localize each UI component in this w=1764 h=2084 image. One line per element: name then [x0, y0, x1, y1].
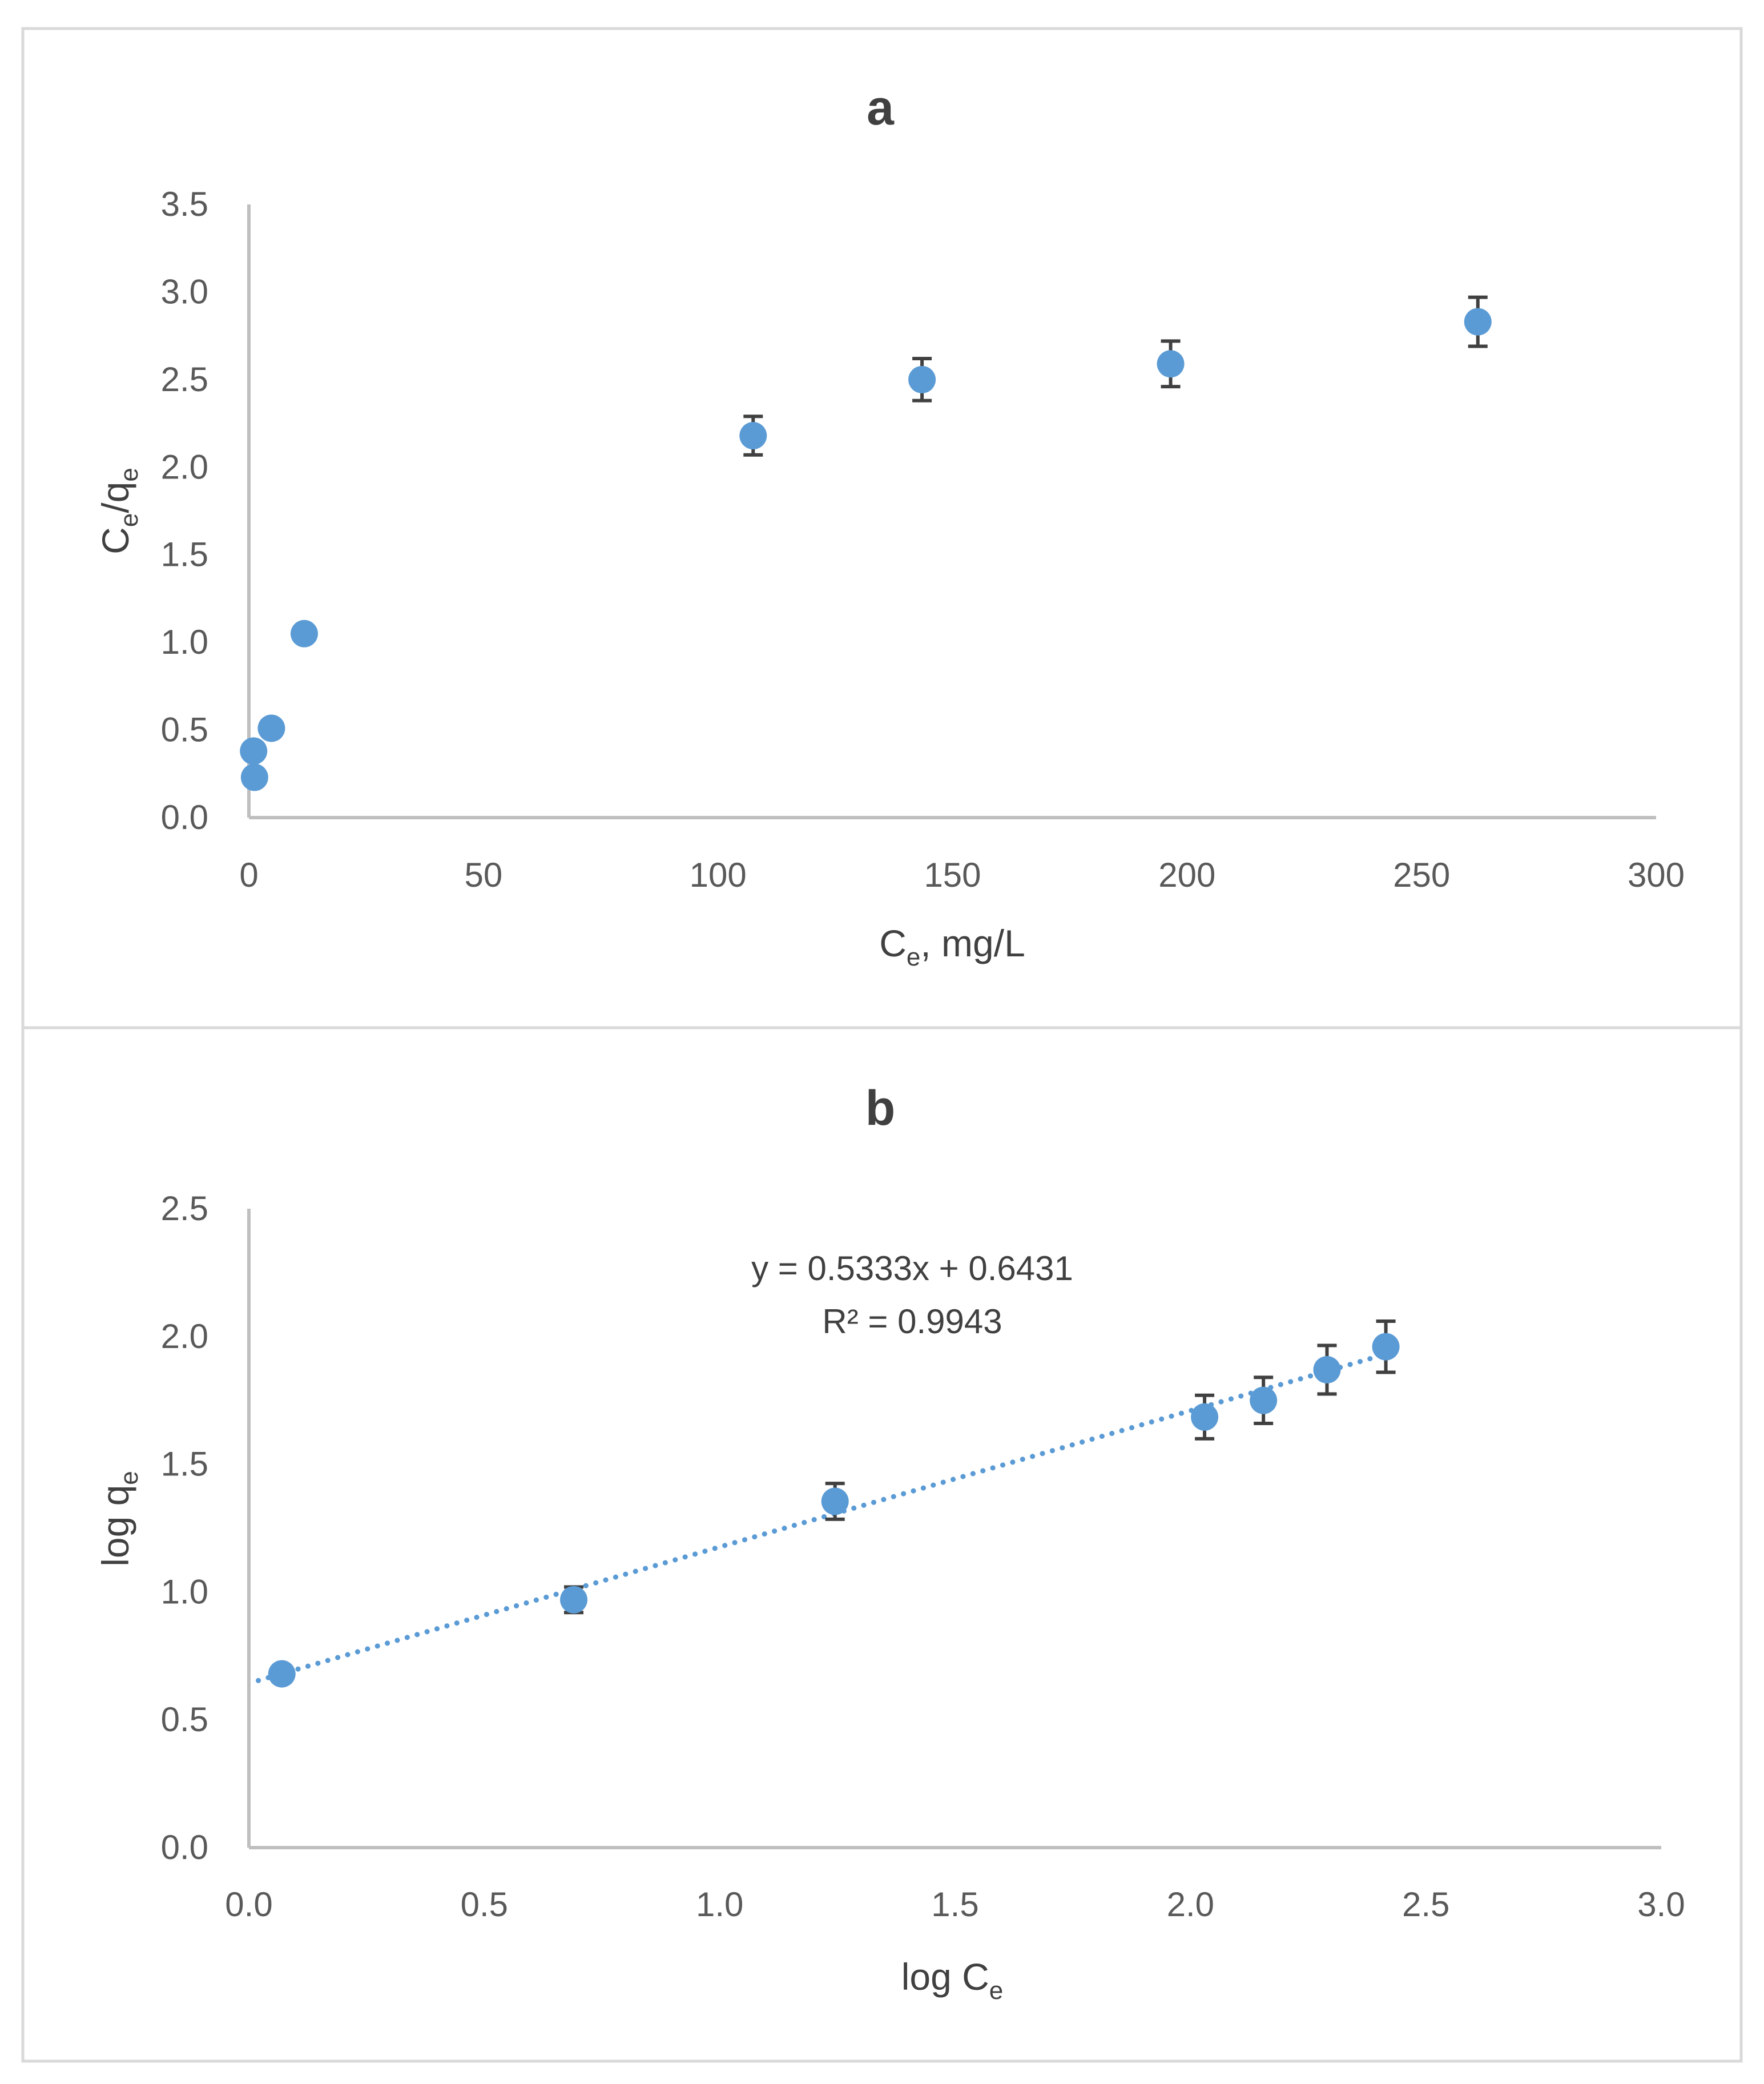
chart-a-y-axis-label: Ce/qe: [94, 468, 143, 554]
data-point: [1372, 1333, 1400, 1361]
chart-a: a 0.0 0.5 1.0 1.5 2.0 2.5 3.0 3.5 0 50 100 150 200 2…: [21, 27, 1743, 1029]
x-tick-label: 50: [464, 856, 502, 894]
data-point: [1191, 1403, 1219, 1431]
chart-b-title: b: [865, 1081, 896, 1136]
chart-a-x-tick-labels: 0 50 100 150 200 250 300: [239, 856, 1685, 894]
y-tick-label: 0.5: [161, 711, 208, 749]
x-tick-label: 0.0: [225, 1885, 272, 1924]
y-tick-label: 1.0: [161, 623, 208, 661]
x-tick-label: 100: [690, 856, 747, 894]
y-tick-label: 1.5: [161, 1445, 208, 1483]
data-point: [257, 714, 285, 742]
chart-a-frame: [21, 27, 1743, 1029]
x-tick-label: 0.5: [461, 1885, 508, 1924]
data-point: [240, 763, 268, 791]
chart-a-points: [240, 308, 1492, 791]
data-point: [268, 1660, 296, 1688]
data-point: [1464, 308, 1492, 336]
y-tick-label: 1.0: [161, 1572, 208, 1611]
data-point: [240, 737, 268, 765]
chart-a-title: a: [867, 81, 895, 135]
y-tick-label: 2.0: [161, 1317, 208, 1355]
y-tick-label: 0.5: [161, 1700, 208, 1739]
data-point: [739, 422, 767, 450]
data-point: [908, 365, 936, 393]
x-tick-label: 300: [1628, 856, 1685, 894]
chart-b-y-tick-labels: 0.0 0.5 1.0 1.5 2.0 2.5: [161, 1189, 208, 1866]
chart-a-x-axis-label: Ce, mg/L: [879, 922, 1025, 971]
chart-b-y-axis-label: log qe: [94, 1471, 143, 1567]
x-tick-label: 150: [924, 856, 981, 894]
chart-b-trendline-equation: y = 0.5333x + 0.6431: [751, 1249, 1073, 1288]
data-point: [1157, 350, 1185, 378]
x-tick-label: 3.0: [1637, 1885, 1685, 1924]
x-tick-label: 2.0: [1167, 1885, 1214, 1924]
data-point: [821, 1487, 849, 1515]
chart-b-frame: [21, 1026, 1743, 2063]
data-point: [560, 1586, 588, 1614]
x-tick-label: 1.5: [931, 1885, 978, 1924]
x-tick-label: 1.0: [696, 1885, 743, 1924]
chart-b: b 0.0 0.5 1.0 1.5 2.0 2.5 0.0 0.5 1.0 1.5 2.0 2.5 3…: [21, 1026, 1743, 2063]
chart-b-points: [268, 1333, 1400, 1688]
data-point: [290, 619, 318, 647]
y-tick-label: 2.5: [161, 1189, 208, 1228]
chart-a-y-tick-labels: 0.0 0.5 1.0 1.5 2.0 2.5 3.0 3.5: [161, 185, 208, 836]
data-point: [1313, 1355, 1341, 1383]
x-tick-label: 2.5: [1402, 1885, 1449, 1924]
y-tick-label: 3.0: [161, 272, 208, 311]
data-point: [1250, 1386, 1278, 1414]
y-tick-label: 0.0: [161, 798, 208, 836]
x-tick-label: 250: [1393, 856, 1450, 894]
chart-b-x-tick-labels: 0.0 0.5 1.0 1.5 2.0 2.5 3.0: [225, 1885, 1685, 1924]
chart-b-trendline-r-squared: R² = 0.9943: [822, 1302, 1002, 1341]
x-tick-label: 0: [239, 856, 258, 894]
y-tick-label: 2.5: [161, 360, 208, 399]
y-tick-label: 1.5: [161, 536, 208, 574]
chart-b-x-axis-label: log Ce: [901, 1956, 1004, 2005]
y-tick-label: 0.0: [161, 1828, 208, 1866]
x-tick-label: 200: [1158, 856, 1215, 894]
y-tick-label: 2.0: [161, 448, 208, 486]
y-tick-label: 3.5: [161, 185, 208, 223]
